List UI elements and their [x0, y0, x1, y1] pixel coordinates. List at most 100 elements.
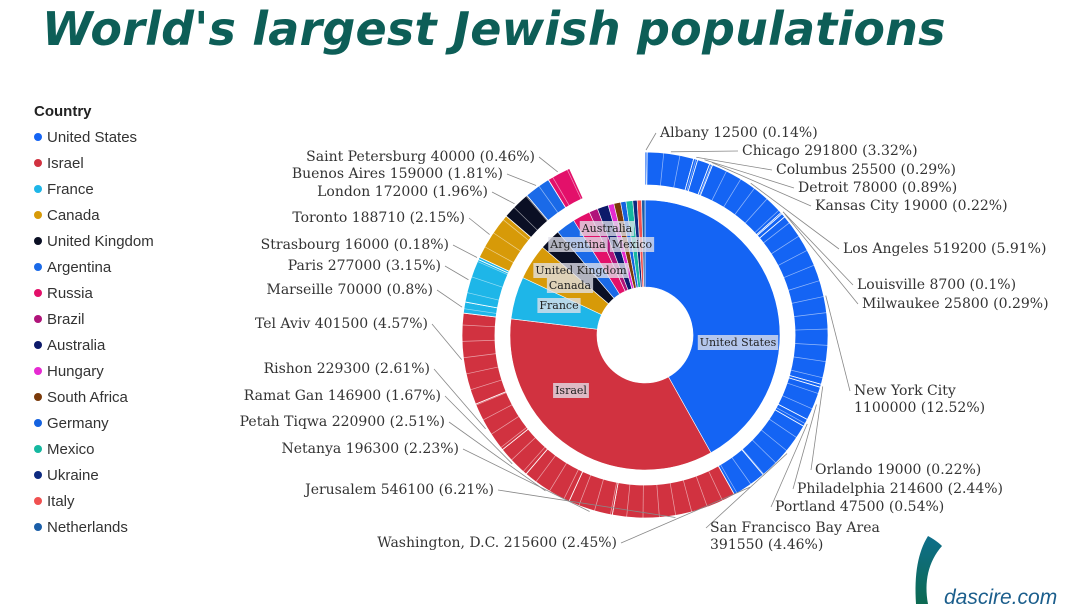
outer-slice-label: San Francisco Bay Area [710, 520, 880, 536]
leader-line [770, 423, 808, 508]
inner-label-background [579, 221, 635, 236]
legend-item[interactable]: Hungary [34, 358, 154, 384]
legend-item[interactable]: France [34, 176, 154, 202]
inner-slice-label: Israel [555, 384, 587, 397]
slice-divider [578, 474, 592, 506]
dascire-logo: dascire.com [912, 534, 1076, 604]
leader-line [436, 289, 463, 308]
inner-slice-label: Argentina [549, 238, 606, 251]
leader-line [506, 173, 537, 186]
slice-divider [744, 198, 768, 224]
slice-divider [525, 195, 548, 222]
outer-slice-label: Louisville 8700 (0.1%) [857, 277, 1016, 293]
legend-label: Ukraine [47, 466, 99, 484]
outer-slice-label: Milwaukee 25800 (0.29%) [862, 296, 1049, 312]
slice-divider [566, 169, 582, 200]
slice-divider [793, 312, 827, 318]
legend-item[interactable]: United Kingdom [34, 228, 154, 254]
slice-divider [777, 249, 808, 266]
slice-divider [686, 159, 697, 192]
outer-slice-label: Jerusalem 546100 (6.21%) [303, 482, 494, 498]
inner-label-background [546, 278, 594, 293]
legend-item[interactable]: Argentina [34, 254, 154, 280]
legend-dot-icon [34, 523, 42, 531]
slice-divider [511, 437, 536, 461]
slice-divider [629, 152, 634, 186]
leader-line [670, 150, 739, 153]
inner-label-background [537, 298, 581, 313]
legend-item[interactable]: United States [34, 124, 154, 150]
slice-divider [682, 479, 693, 513]
outer-slice-label: London 172000 (1.96%) [317, 184, 488, 200]
leader-line [462, 448, 590, 512]
legend-dot-icon [34, 341, 42, 349]
slice-divider [466, 366, 499, 375]
inner-label-background [553, 383, 589, 398]
slice-divider [597, 158, 607, 191]
legend-item[interactable]: Germany [34, 410, 154, 436]
legend-label: Mexico [47, 440, 95, 458]
slice-divider [491, 416, 520, 435]
outer-slice-label: Netanya 196300 (2.23%) [281, 441, 459, 457]
leader-line [711, 162, 812, 207]
leader-line [705, 453, 788, 529]
inner-label-background [548, 237, 608, 252]
legend: Country United States Israel France Canada U… [34, 103, 154, 540]
slice-divider [771, 235, 800, 255]
slice-divider [734, 188, 755, 215]
slice-divider [793, 356, 827, 363]
legend-label: Brazil [47, 310, 85, 328]
legend-items: United States Israel France Canada United Ki… [34, 124, 154, 540]
legend-dot-icon [34, 237, 42, 245]
leader-line [825, 295, 851, 392]
leader-line [444, 395, 513, 465]
legend-item[interactable]: Brazil [34, 306, 154, 332]
slice-divider [794, 328, 828, 331]
outer-slice [547, 167, 584, 209]
slice-divider [708, 470, 723, 501]
slice-divider [484, 246, 514, 263]
slice-divider [786, 382, 819, 394]
legend-dot-icon [34, 445, 42, 453]
legend-dot-icon [34, 315, 42, 323]
legend-item[interactable]: Netherlands [34, 514, 154, 540]
slice-divider [482, 404, 513, 421]
legend-dot-icon [34, 133, 42, 141]
leader-line [491, 191, 515, 205]
inner-label-background [697, 335, 779, 350]
slice-divider [711, 170, 727, 201]
legend-label: South Africa [47, 388, 128, 406]
legend-dot-icon [34, 159, 42, 167]
slice-divider [720, 464, 738, 494]
leader-line [433, 368, 486, 430]
slice-divider [513, 207, 538, 231]
inner-slice-label: Canada [549, 279, 592, 292]
inner-slice-label: United Kingdom [535, 264, 627, 277]
ring-gap [495, 185, 795, 485]
slice-divider [610, 482, 617, 515]
legend-item[interactable]: Mexico [34, 436, 154, 462]
outer-slice-label: Detroit 78000 (0.89%) [798, 180, 957, 196]
outer-slice-label: Paris 277000 (3.15%) [288, 258, 441, 274]
slice-divider [626, 484, 631, 518]
legend-item[interactable]: South Africa [34, 384, 154, 410]
leader-line [468, 217, 490, 235]
legend-item[interactable]: Italy [34, 488, 154, 514]
legend-item[interactable]: Israel [34, 150, 154, 176]
outer-slice-label: Albany 12500 (0.14%) [659, 125, 818, 141]
legend-item[interactable]: Australia [34, 332, 154, 358]
legend-dot-icon [34, 393, 42, 401]
outer-slice-label: Columbus 25500 (0.29%) [776, 162, 956, 178]
outer-slice-label-value: 1100000 (12.52%) [854, 400, 985, 416]
outer-slice-label-value: 391550 (4.46%) [710, 537, 823, 553]
slice-divider [760, 429, 787, 452]
legend-item[interactable]: Canada [34, 202, 154, 228]
legend-item[interactable]: Ukraine [34, 462, 154, 488]
slice-divider [791, 296, 824, 304]
slice-divider [522, 446, 546, 472]
inner-label-background [609, 237, 655, 252]
legend-dot-icon [34, 367, 42, 375]
slice-divider [613, 154, 620, 188]
legend-item[interactable]: Russia [34, 280, 154, 306]
